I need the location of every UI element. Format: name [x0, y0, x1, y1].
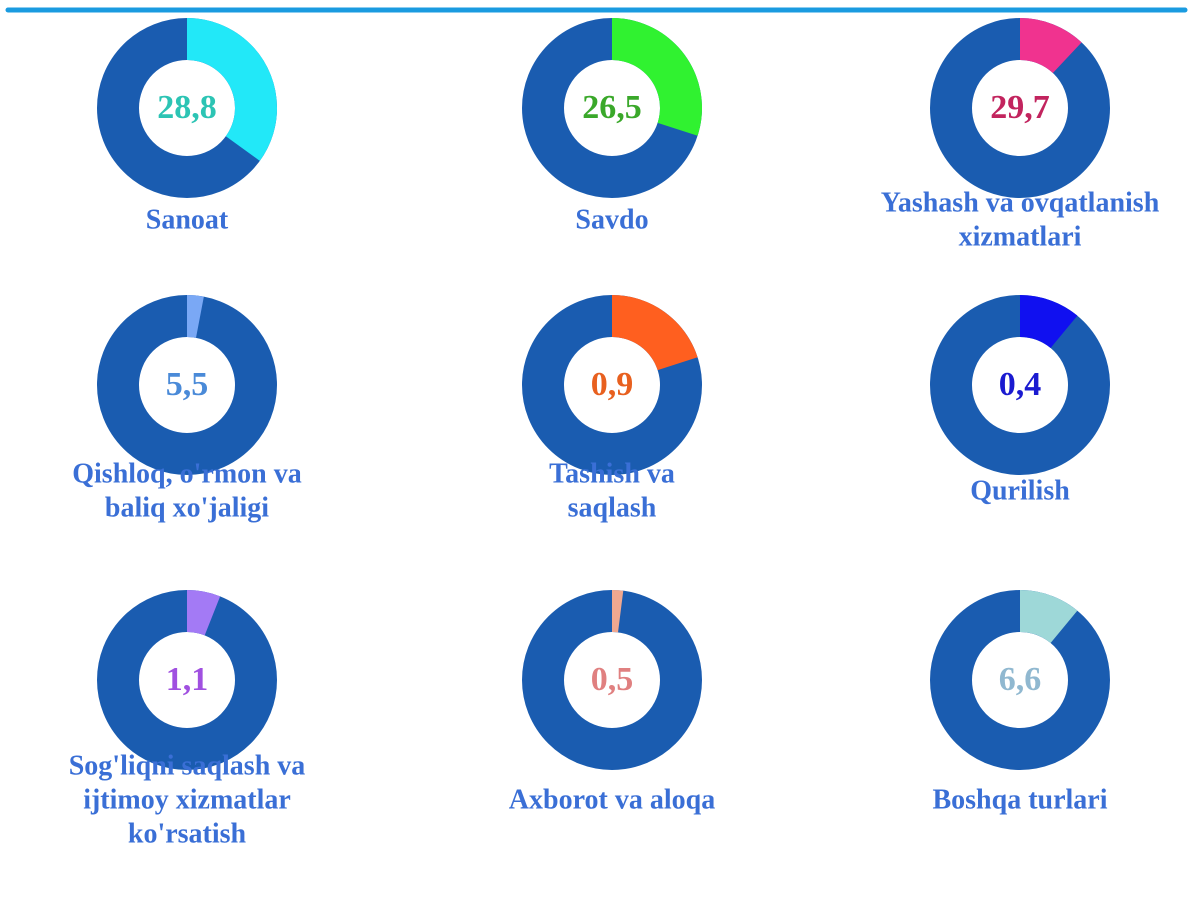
center-label: 29,7 — [990, 89, 1050, 126]
donut-title: Sog'liqni saqlash va — [69, 750, 306, 781]
donut-title: Qurilish — [970, 475, 1070, 506]
donut-title: baliq xo'jaligi — [105, 492, 269, 523]
donut-title: ijtimoy xizmatlar — [83, 784, 291, 815]
center-label: 1,1 — [166, 661, 209, 698]
donut-title: xizmatlari — [959, 221, 1082, 252]
donut-slice — [1020, 590, 1078, 644]
donut-title: Savdo — [575, 204, 648, 235]
center-label: 5,5 — [166, 366, 209, 403]
center-label: 0,5 — [591, 661, 634, 698]
donut-slice — [187, 18, 278, 161]
center-label: 0,9 — [591, 366, 634, 403]
donut-title: Tashish va — [549, 458, 675, 489]
donut-title: Sanoat — [146, 204, 229, 235]
donut-slice — [1020, 295, 1078, 349]
center-label: 28,8 — [157, 89, 217, 126]
donut-slice — [187, 590, 221, 636]
donut-slice — [1020, 18, 1082, 74]
donut-title: saqlash — [568, 492, 657, 523]
donut-title: Yashash va ovqatlanish — [881, 187, 1160, 218]
donut-title: Qishloq, o'rmon va — [72, 458, 301, 489]
donut-title: Axborot va aloqa — [509, 784, 715, 815]
donut-slice — [612, 295, 698, 371]
donut-slice — [187, 295, 204, 338]
center-label: 6,6 — [999, 661, 1042, 698]
center-label: 0,4 — [999, 366, 1042, 403]
donut-title: Boshqa turlari — [932, 784, 1107, 815]
donut-slice — [612, 590, 624, 633]
donut-slice — [612, 18, 702, 136]
donut-title: ko'rsatish — [128, 818, 247, 849]
center-label: 26,5 — [582, 89, 642, 126]
